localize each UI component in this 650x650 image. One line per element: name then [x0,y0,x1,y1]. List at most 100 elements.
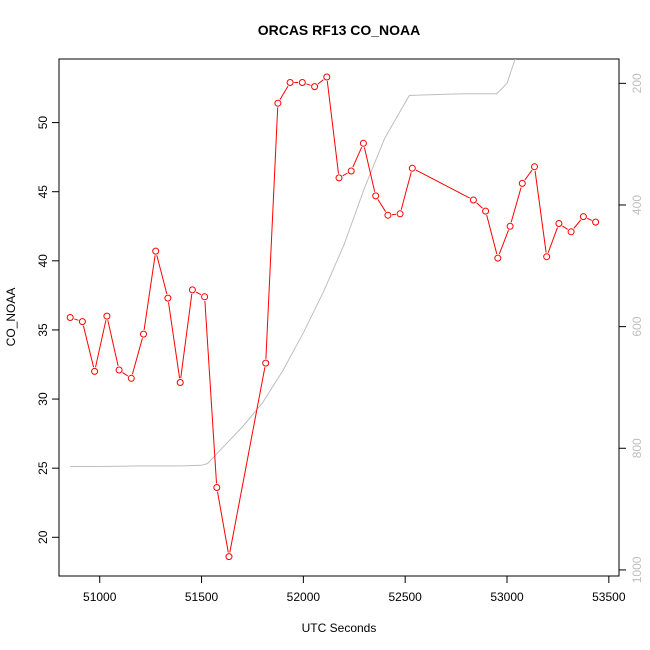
secondary-series-line [70,59,516,467]
co-series-segment [204,300,217,484]
x-axis: 51000 51500 52000 52500 53000 53500 [83,575,626,604]
co-series-line-layer [74,79,593,553]
co-series-segment [156,255,168,295]
co-data-point [408,164,416,172]
co-data-point [372,192,380,200]
co-series-segment [74,318,79,321]
co-series-segment [547,227,558,253]
co-data-point [579,213,587,221]
co-data-point [225,553,233,561]
chart-title: ORCAS RF13 CO_NOAA [258,22,421,38]
co-series-segment [131,337,143,375]
co-data-point [396,210,404,218]
co-data-point [176,379,184,386]
co-data-point [555,220,563,227]
y-tick-label: 40 [36,254,50,268]
co-series-segment [279,85,289,100]
co-series-segment [573,219,582,229]
co-data-point [188,286,196,294]
co-series-segment [352,146,363,168]
co-series-segment [265,107,279,359]
co-data-point [567,228,575,236]
plot-frame [58,58,620,577]
co-data-point [384,211,392,219]
co-series-segment [306,83,311,86]
y-tick-label: 50 [36,116,50,130]
x-tick-label: 52500 [388,590,422,604]
co-series-segment [377,199,387,212]
co-data-point [592,218,600,226]
co-series-segment [317,79,324,85]
x-tick-label: 51000 [83,590,117,604]
co-series-points-layer [66,73,600,561]
co-data-point [127,374,135,382]
co-data-point [298,79,306,86]
co-data-point [152,247,160,255]
co-data-point [115,366,123,374]
co-data-point [274,99,282,107]
co-series-segment [229,367,266,553]
co-data-point [286,79,294,86]
x-tick-label: 51500 [185,590,219,604]
x-tick-label: 52000 [287,590,321,604]
co-series-segment [400,172,412,210]
co-series-segment [82,325,95,368]
y2-axis: 200 400 600 800 1000 [619,73,644,583]
co-data-point [347,167,355,175]
co-series-segment [562,225,568,230]
co-data-point [213,484,221,491]
secondary-series-line-layer [70,59,516,467]
co-series-segment [217,491,229,553]
co-data-point [262,359,270,367]
co-data-point [335,174,343,182]
co-data-point [506,222,514,230]
co-data-point [543,253,551,261]
y-tick-label: 25 [36,461,50,475]
y2-tick-label: 200 [630,73,644,93]
y2-tick-label: 600 [630,316,644,336]
co-series-segment [415,169,470,199]
y2-tick-label: 400 [630,195,644,215]
co-data-point [311,83,319,91]
co-data-point [164,294,172,302]
co-data-point [201,293,209,301]
co-series-segment [363,147,376,192]
y-tick-label: 30 [36,392,50,406]
co-series-segment [510,187,522,223]
y-axis-label: CO_NOAA [4,288,18,347]
y-tick-label: 45 [36,185,50,199]
co-data-point [91,367,99,375]
x-tick-label: 53500 [592,590,626,604]
co-series-segment [586,217,593,221]
co-data-point [494,254,502,262]
x-axis-label: UTC Seconds [302,621,377,635]
co-data-point [359,139,367,147]
y2-tick-label: 1000 [630,556,644,583]
co-series-segment [534,170,547,253]
co-series-segment [326,81,339,174]
co-series-segment [107,320,119,367]
co-series-segment [95,320,107,368]
co-series-segment [180,293,193,379]
co-series-segment [486,214,498,255]
y-tick-label: 20 [36,530,50,544]
co-data-point [323,73,331,81]
y2-tick-label: 800 [630,438,644,458]
co-data-point [78,318,86,326]
co-data-point [482,207,490,215]
co-data-point [469,196,477,204]
co-series-segment [168,302,181,379]
co-data-point [140,330,147,338]
co-series-segment [143,255,156,330]
co-series-segment [498,230,509,255]
co-series-segment [524,169,533,181]
co-series-segment [476,202,483,209]
co-series-segment [195,291,202,296]
co-series-segment [342,172,348,177]
co-data-point [518,179,526,187]
y-tick-label: 35 [36,323,50,337]
x-tick-label: 53000 [490,590,524,604]
co-data-point [531,163,538,171]
co-data-point [103,312,111,320]
